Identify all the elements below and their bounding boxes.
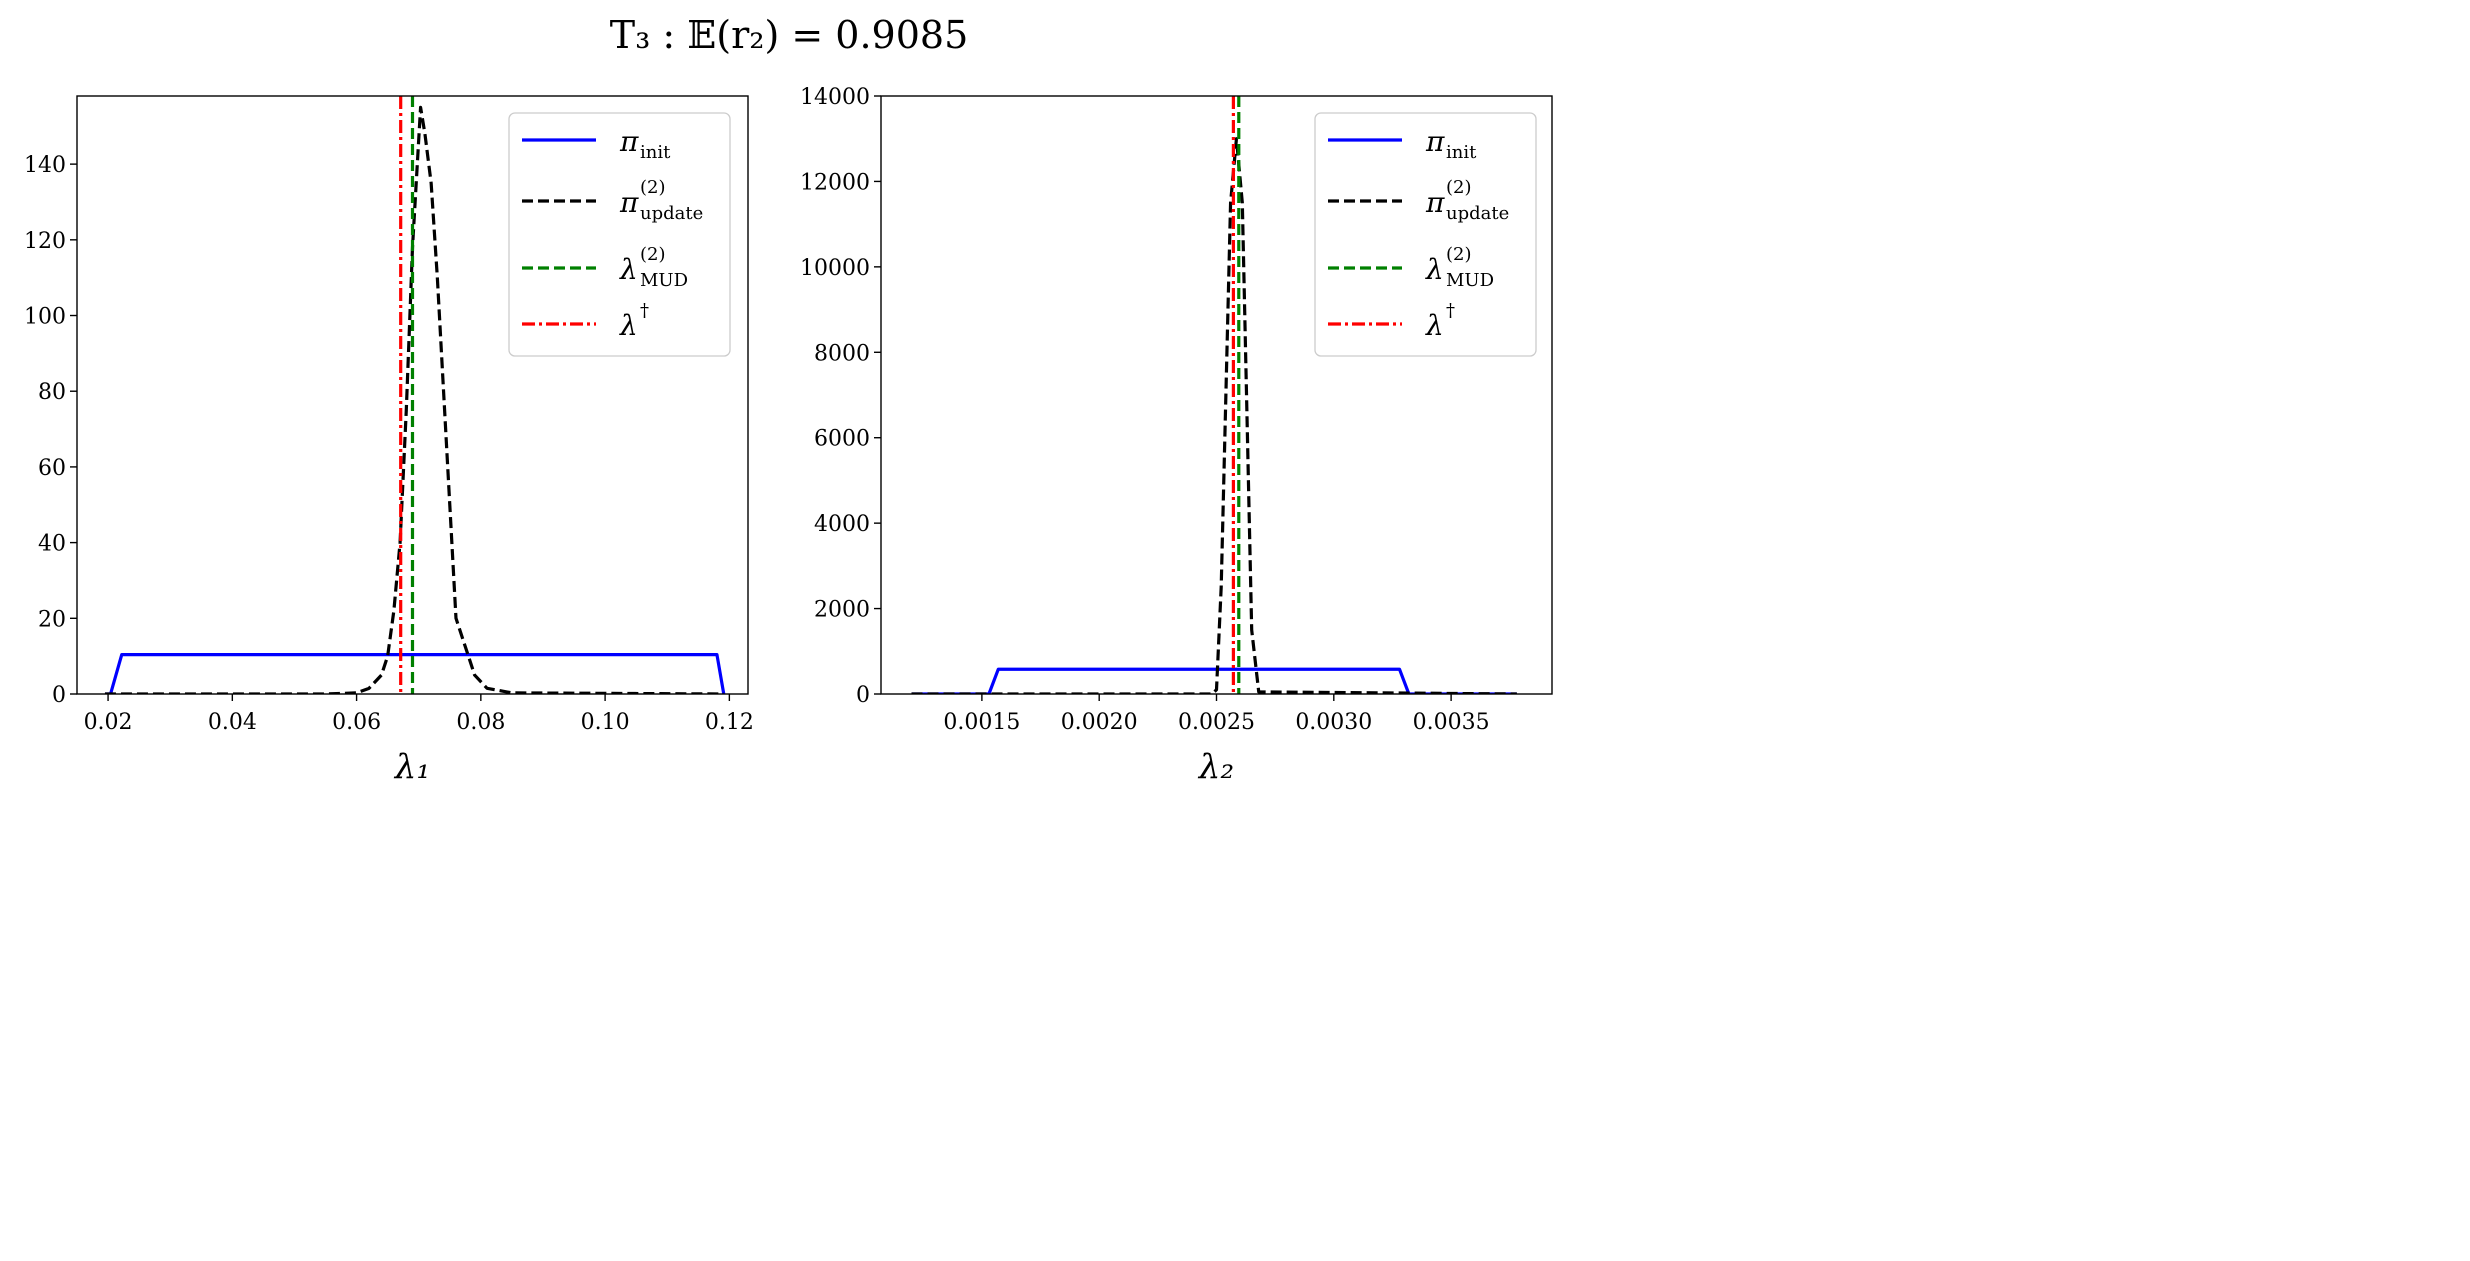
x-tick-label: 0.0020 <box>1061 710 1138 735</box>
y-tick-label: 60 <box>38 456 66 481</box>
series-line--init <box>104 653 726 694</box>
plot-area <box>911 96 1517 694</box>
legend-frame <box>1314 112 1537 357</box>
x-tick-label: 0.10 <box>581 710 630 735</box>
x-tick-label: 0.0035 <box>1413 710 1490 735</box>
chart-panel-lambda1: 0.02 0.04 0.06 0.08 0.10 0.12 0 20 40 60 80 100 120 1… <box>24 95 754 787</box>
legend-label: λ <box>619 253 638 286</box>
y-tick-label: 14000 <box>800 85 870 110</box>
y-tick-label: 8000 <box>814 341 870 366</box>
y-tick-label: 6000 <box>814 427 870 452</box>
y-tick-label: 80 <box>38 380 66 405</box>
x-tick-label: 0.08 <box>456 710 505 735</box>
y-tick-label: 100 <box>24 305 66 330</box>
figure-title: T₃ : 𝔼(r₂) = 0.9085 <box>610 13 969 57</box>
legend-label: π <box>619 186 639 219</box>
series-line--update-2- <box>104 105 724 694</box>
x-tick-label: 0.0030 <box>1295 710 1372 735</box>
axes-frame <box>76 95 749 695</box>
y-tick-label: 2000 <box>814 598 870 623</box>
y-tick-label: 0 <box>52 683 66 708</box>
x-axis-label: λ₁ <box>393 747 430 787</box>
y-tick-label: 140 <box>24 153 66 178</box>
x-tick-label: 0.06 <box>332 710 381 735</box>
legend-label: π <box>1425 186 1445 219</box>
legend-label-sup: (2) <box>640 244 666 265</box>
plot-area <box>104 96 726 694</box>
x-tick-label: 0.02 <box>84 710 133 735</box>
legend-label-sub: MUD <box>1446 270 1494 291</box>
x-tick-label: 0.0025 <box>1178 710 1255 735</box>
legend-label: λ <box>1425 253 1444 286</box>
chart-panel-lambda2: 0.0015 0.0020 0.0025 0.0030 0.0035 0 2000 4000 6… <box>800 85 1553 787</box>
series-line--init <box>911 667 1517 694</box>
x-axis-label: λ₂ <box>1197 747 1234 787</box>
y-tick-label: 10000 <box>800 256 870 281</box>
legend-label-sup: † <box>1446 300 1455 321</box>
legend-label-sub: update <box>1446 203 1509 224</box>
figure: T₃ : 𝔼(r₂) = 0.9085 0.02 0.04 0.06 0.08 0.10… <box>24 13 1553 787</box>
x-tick-label: 0.0015 <box>943 710 1020 735</box>
legend-label-sub: init <box>640 142 671 163</box>
x-tick-label: 0.12 <box>705 710 754 735</box>
y-tick-label: 20 <box>38 607 66 632</box>
legend-label-sup: † <box>640 300 649 321</box>
legend-label-sub: MUD <box>640 270 688 291</box>
legend-label: π <box>1425 125 1445 158</box>
legend-label-sup: (2) <box>640 177 666 198</box>
legend-label: λ <box>619 309 638 342</box>
y-tick-label: 0 <box>856 683 870 708</box>
legend-label-sub: update <box>640 203 703 224</box>
legend-label: π <box>619 125 639 158</box>
legend-label: λ <box>1425 309 1444 342</box>
legend-frame <box>508 112 731 357</box>
y-tick-label: 12000 <box>800 170 870 195</box>
y-tick-label: 4000 <box>814 512 870 537</box>
legend-label-sup: (2) <box>1446 244 1472 265</box>
y-tick-label: 40 <box>38 532 66 557</box>
legend-label-sup: (2) <box>1446 177 1472 198</box>
legend-label-sub: init <box>1446 142 1477 163</box>
y-tick-label: 120 <box>24 229 66 254</box>
x-tick-label: 0.04 <box>208 710 257 735</box>
